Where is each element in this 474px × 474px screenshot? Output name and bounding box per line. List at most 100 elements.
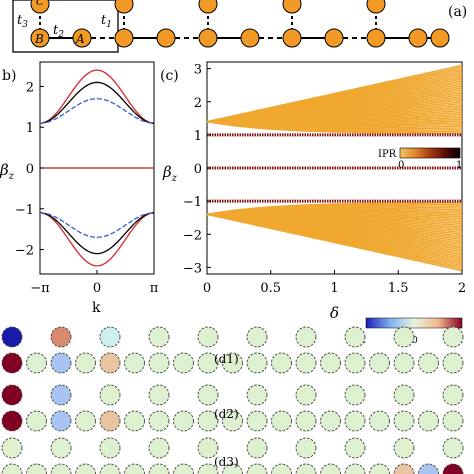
d1-bottom-node-13: [320, 352, 341, 374]
d2-bottom-node-11: [271, 410, 292, 432]
chain-node-2: [114, 28, 134, 48]
d3-top-node-10: [246, 437, 268, 459]
d2-top-node-4: [99, 384, 121, 406]
chain-node-end: [430, 28, 450, 48]
panel-c-xlabel: δ: [330, 304, 339, 322]
d3-top-node-4: [99, 437, 121, 459]
d3-bottom-node-1: [26, 463, 47, 474]
d3-top-node-12: [295, 437, 317, 459]
d3-bottom-node-8: [197, 463, 219, 474]
band-middle-upper: [39, 81, 155, 124]
b-xtick-label-1: 0: [93, 281, 101, 296]
d2-bottom-node-13: [320, 410, 341, 432]
b-ytick-label-3: −1: [15, 203, 34, 218]
d1-bottom-node-1: [26, 352, 47, 374]
band-outer-lower: [39, 212, 155, 267]
d1-bottom-node-10: [246, 352, 268, 374]
d3-top-node-14: [344, 437, 366, 459]
d1-top-node-18: [442, 326, 464, 348]
d1-top-node-14: [344, 326, 366, 348]
d1-top-node-2: [50, 326, 72, 348]
panel-c-ylabel: βz: [162, 163, 178, 184]
d3-top-node-2: [50, 437, 72, 459]
site-c-node-0: [30, 0, 50, 14]
d2-top-node-0: [1, 384, 23, 406]
d1-bottom-node-6: [148, 352, 170, 374]
d2-top-node-14: [344, 384, 366, 406]
d1-top-node-6: [148, 326, 170, 348]
d3-bottom-node-15: [369, 463, 390, 474]
d2-bottom-node-15: [369, 410, 390, 432]
d2-bottom-node-5: [124, 410, 145, 432]
d2-top-node-18: [442, 384, 464, 406]
d2-bottom-node-12: [295, 410, 317, 432]
d2-top-node-6: [148, 384, 170, 406]
d1-bottom-node-16: [393, 352, 415, 374]
bulk-upper-39: [206, 64, 463, 123]
d1-bottom-node-8: [197, 352, 219, 374]
site-c-node-1: [114, 0, 134, 14]
d1-bottom-node-9: [222, 352, 243, 374]
chain-node-4: [198, 28, 218, 48]
d1-bottom-node-15: [369, 352, 390, 374]
panel-d-mode-profiles: -1 0 1 (d1) (d2) (d3): [1, 317, 464, 474]
hopping-t2: t2: [53, 23, 64, 40]
ipr-colorbar-max: 1: [456, 160, 462, 171]
d1-bottom-node-17: [418, 352, 439, 374]
d3-bottom-node-14: [344, 463, 366, 474]
d2-bottom-node-17: [418, 410, 439, 432]
d2-top-node-12: [295, 384, 317, 406]
c-xtick-label-0: 0: [203, 281, 211, 296]
b-ytick-label-2: 0: [26, 162, 34, 177]
delta-colorbar-tick-mid: 0: [412, 336, 418, 346]
d2-bottom-node-1: [26, 410, 47, 432]
d1-bottom-node-3: [75, 352, 96, 374]
d2-bottom-node-7: [173, 410, 194, 432]
d3-top-node-8: [197, 437, 219, 459]
band-inner-lower: [39, 212, 155, 238]
band-inner-upper: [39, 98, 155, 124]
d1-bottom-node-7: [173, 352, 194, 374]
d3-bottom-node-5: [124, 463, 145, 474]
chain-node-1: [72, 28, 92, 48]
d2-bottom-node-14: [344, 410, 366, 432]
d3-bottom-node-2: [50, 463, 72, 474]
chain-node-0: [30, 28, 50, 48]
b-ytick-label-0: 2: [26, 80, 34, 95]
chain-node-6: [282, 28, 302, 48]
d3-bottom-node-0: [1, 463, 23, 474]
chain-node-8: [366, 28, 386, 48]
d2-top-node-2: [50, 384, 72, 406]
d1-bottom-node-14: [344, 352, 366, 374]
chain-node-3: [156, 28, 176, 48]
d3-bottom-node-6: [148, 463, 170, 474]
d2-top-node-10: [246, 384, 268, 406]
d1-bottom-node-12: [295, 352, 317, 374]
site-c-node-2: [198, 0, 218, 14]
d1-top-node-8: [197, 326, 219, 348]
d1-top-node-12: [295, 326, 317, 348]
site-label-b: B: [34, 32, 44, 46]
ipr-colorbar-label: IPR: [378, 149, 397, 160]
chain-node-7: [324, 28, 344, 48]
c-xtick-label-3: 1.5: [388, 281, 409, 296]
panel-b-ylabel: βz: [0, 161, 15, 182]
chain-node-5: [240, 28, 260, 48]
c-ytick-label-0: 3: [194, 63, 202, 78]
bulk-lower-39: [206, 213, 463, 272]
d2-bottom-node-2: [50, 410, 72, 432]
site-label-a: A: [75, 32, 85, 46]
c-xtick-label-1: 0.5: [260, 281, 281, 296]
d3-bottom-node-4: [99, 463, 121, 474]
hopping-t1: t1: [101, 13, 112, 30]
d1-bottom-node-18: [442, 352, 464, 374]
d3-top-node-0: [1, 437, 23, 459]
panel-label-d3: (d3): [214, 455, 239, 469]
site-c-node-4: [366, 0, 386, 14]
d3-bottom-node-12: [295, 463, 317, 474]
panel-label-d1: (d1): [214, 352, 239, 366]
c-ytick-label-4: −1: [183, 195, 202, 210]
panel-label-a: (a): [448, 4, 467, 20]
ipr-colorbar-gradient: [399, 147, 461, 159]
